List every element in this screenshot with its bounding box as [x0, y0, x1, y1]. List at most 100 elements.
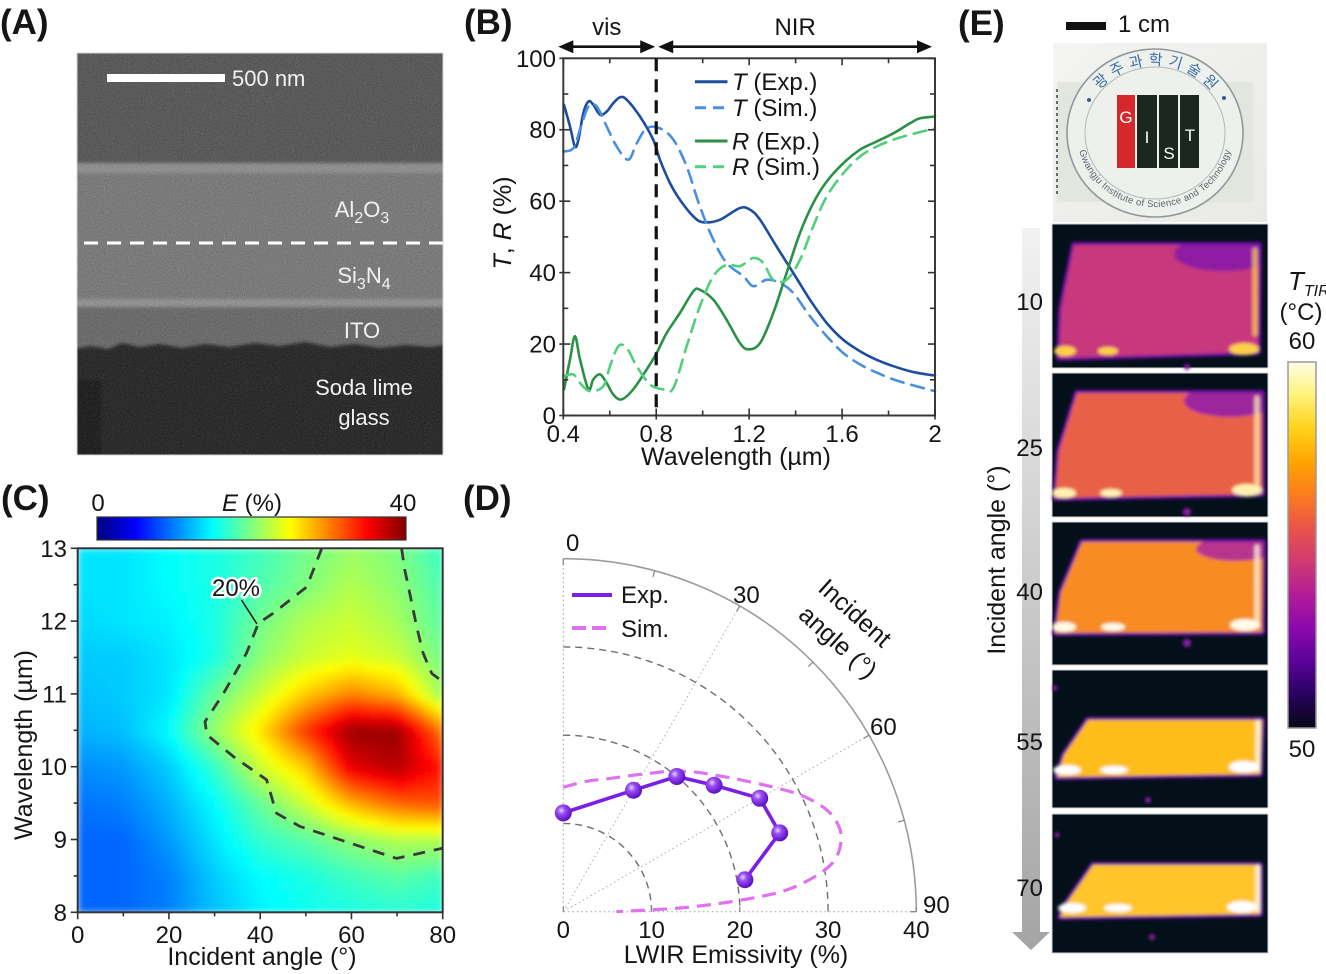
heatmap-cell	[324, 854, 334, 863]
heatmap-cell	[241, 723, 252, 731]
heatmap-cell	[223, 788, 234, 797]
heatmap-cell	[360, 795, 371, 804]
heatmap-cell	[96, 693, 106, 702]
heatmap-cell	[351, 577, 362, 586]
heatmap-cell	[196, 752, 207, 761]
y-tick-label-c: 9	[54, 827, 67, 854]
heatmap-cell	[141, 795, 152, 804]
heatmap-cell	[406, 613, 416, 622]
heatmap-cell	[205, 875, 216, 884]
heatmap-cell	[196, 562, 207, 571]
heatmap-cell	[241, 635, 252, 644]
heatmap-cell	[314, 628, 325, 637]
heatmap-cell	[187, 752, 197, 761]
heatmap-cell	[387, 686, 398, 695]
heatmap-cell	[123, 708, 134, 717]
heatmap-cell	[296, 759, 307, 768]
heatmap-cell	[251, 854, 261, 863]
heatmap-cell	[241, 759, 252, 768]
heatmap-cell	[351, 824, 362, 833]
heatmap-cell	[251, 752, 261, 761]
heatmap-cell	[415, 861, 426, 870]
heatmap-cell	[397, 621, 407, 630]
heatmap-cell	[287, 679, 298, 688]
heatmap-cell	[351, 766, 362, 775]
heatmap-cell	[196, 679, 207, 688]
series-line-r-sim	[562, 127, 937, 394]
heatmap-cell	[324, 613, 334, 622]
heatmap-cell	[223, 664, 234, 673]
heatmap-cell	[269, 868, 280, 877]
heatmap-cell	[369, 657, 380, 666]
heatmap-cell	[360, 708, 371, 717]
heatmap-cell	[369, 708, 380, 717]
heatmap-cell	[96, 875, 106, 884]
heatmap-cell	[214, 846, 225, 855]
heatmap-cell	[105, 752, 115, 761]
heatmap-cell	[269, 766, 280, 775]
logo-dot-right	[1222, 96, 1226, 100]
heatmap-cell	[387, 693, 398, 702]
heatmap-cell	[314, 650, 325, 659]
heatmap-cell	[269, 752, 280, 761]
r-gridline-20	[563, 734, 741, 912]
heatmap-cell	[77, 788, 88, 797]
heatmap-cell	[205, 905, 216, 913]
data-point-exp	[668, 768, 686, 785]
heatmap-cell	[278, 774, 289, 782]
thermal-hot-spot	[1104, 904, 1132, 912]
angle-label-55: 55	[1016, 729, 1043, 756]
heatmap-cell	[132, 599, 143, 608]
heatmap-cell	[205, 752, 216, 761]
heatmap-cell	[168, 817, 179, 826]
heatmap-cell	[205, 730, 216, 739]
heatmap-cell	[314, 621, 325, 630]
heatmap-cell	[351, 744, 362, 753]
colorbar-title-c: E (%)	[222, 490, 282, 517]
heatmap-cell	[342, 890, 353, 899]
arrow-head-left-icon	[558, 40, 574, 54]
heatmap-cell	[351, 693, 362, 702]
panel-label-c: (C)	[1, 479, 50, 518]
heatmap-cell	[415, 642, 426, 651]
heatmap-cell	[105, 606, 115, 615]
heatmap-cell	[333, 730, 343, 739]
thermal-sample	[1052, 685, 1265, 803]
heatmap-cell	[77, 803, 88, 812]
heatmap-cell	[397, 890, 407, 899]
heatmap-cell	[241, 868, 252, 877]
heatmap-cell	[360, 897, 371, 906]
heatmap-cell	[387, 562, 398, 571]
heatmap-cell	[232, 883, 243, 892]
heatmap-cell	[360, 759, 371, 768]
heatmap-cell	[77, 577, 88, 586]
heatmap-cell	[351, 890, 362, 899]
heatmap-cell	[296, 861, 307, 870]
legend-item-t-exp: T (Exp.)	[695, 69, 817, 96]
heatmap-cell	[86, 592, 97, 600]
heatmap-cell	[360, 679, 371, 688]
heatmap-cell	[77, 599, 88, 608]
heatmap-cell	[342, 708, 353, 717]
heatmap-cell	[187, 657, 197, 666]
heatmap-cell	[123, 810, 134, 819]
heatmap-cell	[296, 774, 307, 782]
heatmap-cell	[214, 628, 225, 637]
heatmap-cell	[114, 679, 124, 688]
heatmap-cell	[415, 599, 426, 608]
heatmap-cell	[433, 635, 443, 644]
heatmap-cell	[397, 679, 407, 688]
heatmap-cell	[378, 606, 389, 615]
heatmap-cell	[232, 650, 243, 659]
heatmap-cell	[333, 548, 343, 557]
heatmap-cell	[424, 650, 435, 659]
heatmap-cell	[260, 752, 270, 761]
heatmap-cell	[251, 766, 261, 775]
heatmap-cell	[214, 781, 225, 790]
heatmap-cell	[296, 606, 307, 615]
heatmap-cell	[241, 562, 252, 571]
heatmap-cell	[433, 570, 443, 579]
heatmap-cell	[360, 723, 371, 731]
heatmap-cell	[296, 846, 307, 855]
